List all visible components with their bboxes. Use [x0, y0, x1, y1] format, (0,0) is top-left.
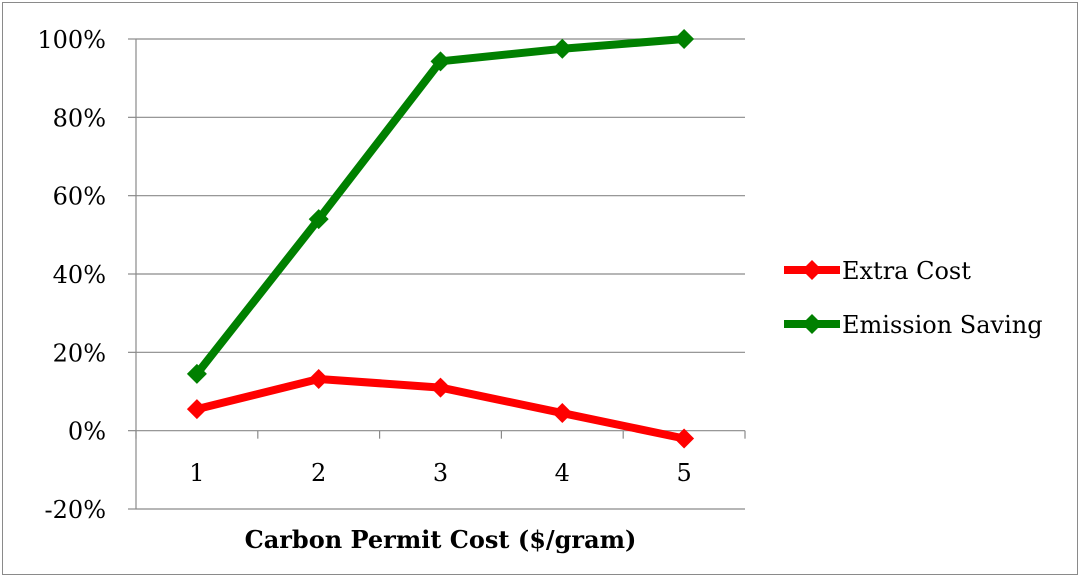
data-point-extra-cost: [674, 428, 695, 449]
data-point-emission-saving: [674, 29, 695, 49]
series-extra-cost: [186, 368, 695, 449]
legend-marker-emission-saving: [802, 314, 822, 334]
y-tick-labels: -20% 0% 20% 40% 60% 80% 100%: [37, 26, 106, 524]
legend-item-emission-saving: Emission Saving: [784, 311, 1043, 339]
y-tick-label: 60%: [53, 183, 106, 211]
y-tick-label: 20%: [53, 339, 106, 367]
data-point-emission-saving: [186, 363, 207, 384]
y-tick-label: 80%: [53, 104, 106, 132]
data-point-extra-cost: [308, 368, 329, 389]
y-tick-label: 100%: [37, 26, 106, 54]
y-tick-label: -20%: [45, 496, 106, 524]
legend: Extra Cost Emission Saving: [784, 257, 1043, 339]
gridlines: [136, 38, 745, 510]
legend-label-emission-saving: Emission Saving: [842, 311, 1043, 339]
y-tick-label: 40%: [53, 261, 106, 289]
x-tick-label: 3: [433, 459, 448, 487]
legend-label-extra-cost: Extra Cost: [842, 257, 971, 285]
x-tick-label: 4: [555, 459, 570, 487]
axes: [128, 38, 746, 510]
data-point-extra-cost: [186, 399, 207, 420]
x-tick-labels: 1 2 3 4 5: [189, 459, 691, 487]
data-point-extra-cost: [430, 377, 451, 398]
x-tick-label: 1: [189, 459, 204, 487]
y-tick-label: 0%: [68, 418, 106, 446]
legend-marker-extra-cost: [802, 260, 822, 280]
x-tick-label: 5: [676, 459, 691, 487]
series-layer: [186, 29, 695, 449]
x-axis-title: Carbon Permit Cost ($/gram): [245, 525, 637, 554]
x-tick-label: 2: [311, 459, 326, 487]
data-point-emission-saving: [430, 51, 451, 72]
data-point-extra-cost: [552, 403, 573, 424]
legend-item-extra-cost: Extra Cost: [784, 257, 971, 285]
data-point-emission-saving: [308, 209, 329, 230]
data-point-emission-saving: [552, 38, 573, 59]
series-emission-saving: [186, 29, 695, 384]
series-line-emission-saving: [192, 35, 689, 378]
